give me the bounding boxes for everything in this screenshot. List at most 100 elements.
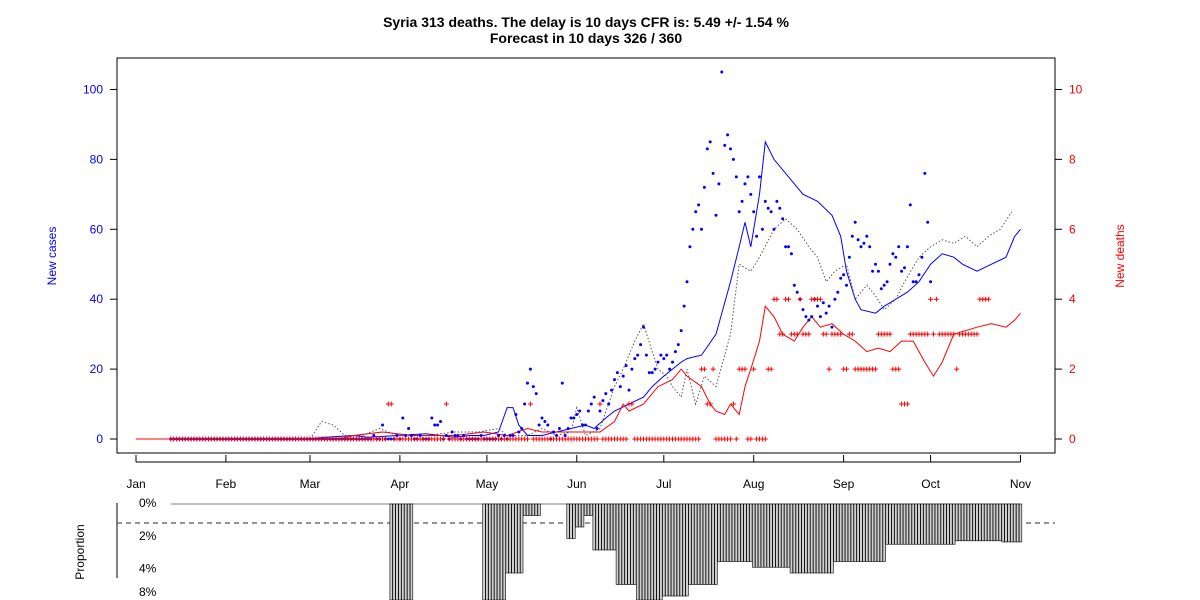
y-left-label: New cases bbox=[45, 227, 59, 286]
case-point bbox=[885, 280, 889, 284]
case-point bbox=[929, 280, 933, 284]
case-point bbox=[700, 227, 703, 231]
case-point bbox=[850, 234, 854, 238]
death-point bbox=[817, 296, 823, 302]
death-point bbox=[707, 401, 713, 407]
case-point bbox=[540, 416, 544, 420]
proportion-bar bbox=[975, 503, 979, 542]
death-point bbox=[733, 436, 739, 442]
proportion-bar bbox=[644, 503, 648, 600]
case-point bbox=[900, 269, 904, 273]
proportion-bar bbox=[641, 503, 646, 600]
proportion-bar bbox=[595, 503, 599, 551]
proportion-bar bbox=[676, 503, 680, 597]
death-point bbox=[382, 436, 388, 442]
y-right-tick-label: 0 bbox=[1069, 432, 1076, 446]
proportion-bar bbox=[691, 503, 695, 585]
proportion-bar bbox=[482, 503, 486, 600]
death-point bbox=[925, 331, 931, 337]
proportion-bar bbox=[876, 503, 880, 562]
case-point bbox=[497, 434, 500, 438]
proportion-bar bbox=[763, 503, 767, 568]
proportion-bar bbox=[1004, 503, 1008, 543]
proportion-bar bbox=[728, 503, 733, 562]
case-point bbox=[758, 175, 761, 179]
proportion-bar bbox=[485, 503, 489, 600]
case-point bbox=[563, 434, 567, 438]
proportion-bar bbox=[409, 503, 414, 600]
x-tick-label: Nov bbox=[1010, 477, 1031, 491]
case-point bbox=[557, 427, 561, 431]
case-point bbox=[679, 329, 683, 333]
proportion-bar bbox=[873, 503, 878, 562]
proportion-bar bbox=[612, 503, 617, 551]
case-point bbox=[914, 280, 918, 284]
case-point bbox=[717, 182, 721, 186]
death-point bbox=[838, 331, 844, 337]
case-point bbox=[584, 423, 587, 427]
proportion-bar bbox=[618, 503, 622, 585]
proportion-bar bbox=[815, 503, 820, 574]
y-right-tick-label: 10 bbox=[1069, 82, 1083, 96]
x-tick-label: Oct bbox=[921, 477, 940, 491]
case-point bbox=[897, 245, 901, 249]
y-axis-left: 0 20 40 60 80 100 bbox=[83, 82, 118, 446]
proportion-bar bbox=[665, 503, 669, 597]
case-point bbox=[731, 157, 735, 161]
proportion-bar bbox=[920, 503, 924, 545]
case-point bbox=[517, 430, 521, 434]
case-point bbox=[433, 423, 437, 427]
case-point bbox=[668, 367, 672, 371]
proportion-bar bbox=[865, 503, 869, 562]
proportion-bar bbox=[682, 503, 686, 597]
x-tick-label: Aug bbox=[743, 477, 764, 491]
case-point bbox=[772, 227, 776, 231]
case-point bbox=[905, 245, 909, 249]
proportion-bar bbox=[943, 503, 947, 545]
case-point bbox=[787, 245, 790, 249]
proportion-bar bbox=[772, 503, 776, 568]
case-point bbox=[389, 437, 393, 441]
proportion-bar bbox=[737, 503, 741, 562]
proportion-bar bbox=[888, 503, 892, 545]
case-point bbox=[903, 266, 906, 270]
proportion-bar bbox=[569, 503, 573, 539]
case-point bbox=[708, 140, 712, 144]
case-point bbox=[381, 423, 384, 427]
proportion-bar bbox=[592, 503, 596, 551]
death-point bbox=[623, 436, 629, 442]
case-point bbox=[729, 147, 732, 151]
case-point bbox=[766, 206, 770, 210]
case-point bbox=[734, 175, 738, 179]
series-layer bbox=[136, 70, 1021, 442]
proportion-bar bbox=[679, 503, 683, 597]
case-point bbox=[908, 203, 912, 207]
proportion-bar bbox=[769, 503, 773, 568]
case-point bbox=[673, 350, 677, 354]
case-point bbox=[520, 427, 524, 431]
death-point bbox=[701, 366, 707, 372]
case-point bbox=[618, 385, 622, 389]
proportion-bar bbox=[392, 503, 396, 600]
proportion-bar bbox=[757, 503, 762, 568]
proportion-bar bbox=[1015, 503, 1020, 543]
y-left-tick-label: 80 bbox=[90, 152, 104, 166]
death-point bbox=[730, 401, 736, 407]
case-point bbox=[749, 192, 753, 196]
y-right-tick-label: 8 bbox=[1069, 152, 1076, 166]
case-point bbox=[781, 217, 785, 221]
death-point bbox=[696, 436, 702, 442]
death-point bbox=[774, 296, 780, 302]
death-point bbox=[806, 331, 812, 337]
case-point bbox=[795, 290, 799, 294]
proportion-bar bbox=[847, 503, 851, 562]
case-point bbox=[911, 280, 915, 284]
death-point bbox=[597, 401, 603, 407]
case-point bbox=[592, 395, 596, 399]
proportion-bar bbox=[667, 503, 672, 597]
case-point bbox=[868, 245, 872, 249]
proportion-bar bbox=[807, 503, 811, 574]
case-point bbox=[691, 227, 695, 231]
case-point bbox=[642, 325, 645, 329]
proportion-bar bbox=[633, 503, 637, 585]
